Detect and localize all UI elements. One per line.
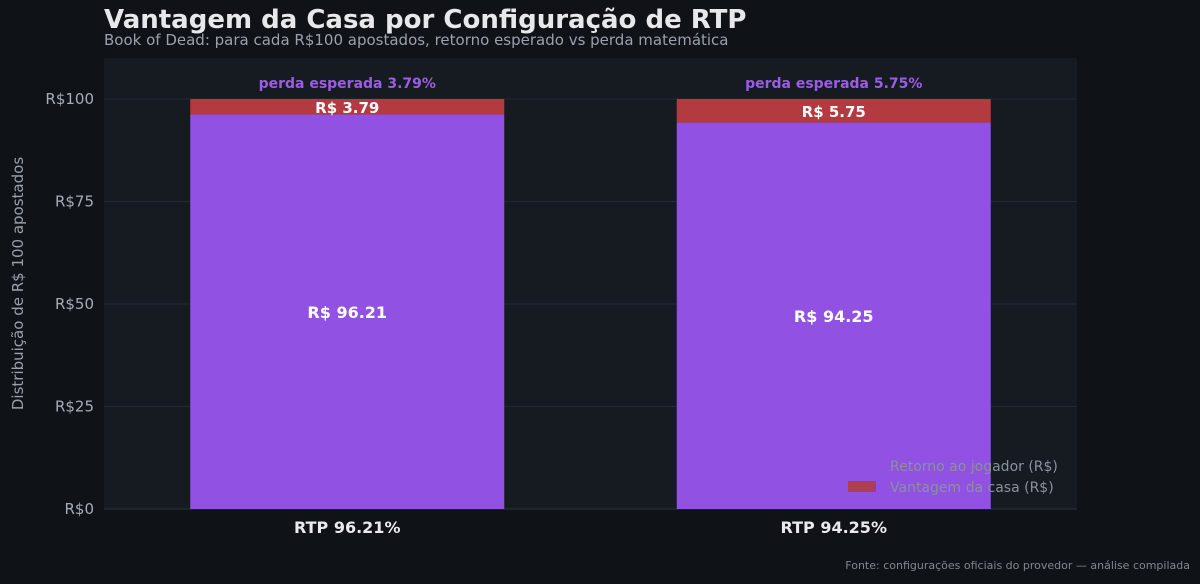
bar-value-label: R$ 5.75 xyxy=(802,103,866,121)
y-axis-label: Distribuição de R$ 100 apostados xyxy=(9,157,27,410)
legend-entry: Retorno ao jogador (R$) xyxy=(890,459,1058,475)
bar-player-return xyxy=(190,114,505,509)
legend-swatch xyxy=(848,460,876,471)
bar-value-label: R$ 96.21 xyxy=(307,303,387,322)
y-tick-label: R$100 xyxy=(45,90,94,108)
y-tick-label: R$75 xyxy=(55,193,94,211)
chart-title: Vantagem da Casa por Configuração de RTP xyxy=(104,5,747,35)
source-footer: Fonte: configurações oficiais do provedo… xyxy=(845,559,1190,572)
bar-value-label: R$ 94.25 xyxy=(794,307,874,326)
legend-entry: Vantagem da casa (R$) xyxy=(890,480,1054,496)
y-tick-label: R$0 xyxy=(64,500,94,518)
legend-swatch xyxy=(848,481,876,492)
x-tick-label: RTP 94.25% xyxy=(781,518,887,537)
x-tick-label: RTP 96.21% xyxy=(294,518,400,537)
y-tick-label: R$25 xyxy=(55,398,94,416)
y-tick-label: R$50 xyxy=(55,295,94,313)
loss-annotation: perda esperada 3.79% xyxy=(259,76,436,92)
bar-house-edge xyxy=(190,99,505,115)
loss-annotation: perda esperada 5.75% xyxy=(745,76,922,92)
chart-subtitle: Book of Dead: para cada R$100 apostados,… xyxy=(104,31,729,49)
bar-house-edge xyxy=(676,99,991,123)
bar-player-return xyxy=(676,122,991,509)
bar-value-label: R$ 3.79 xyxy=(315,99,379,117)
